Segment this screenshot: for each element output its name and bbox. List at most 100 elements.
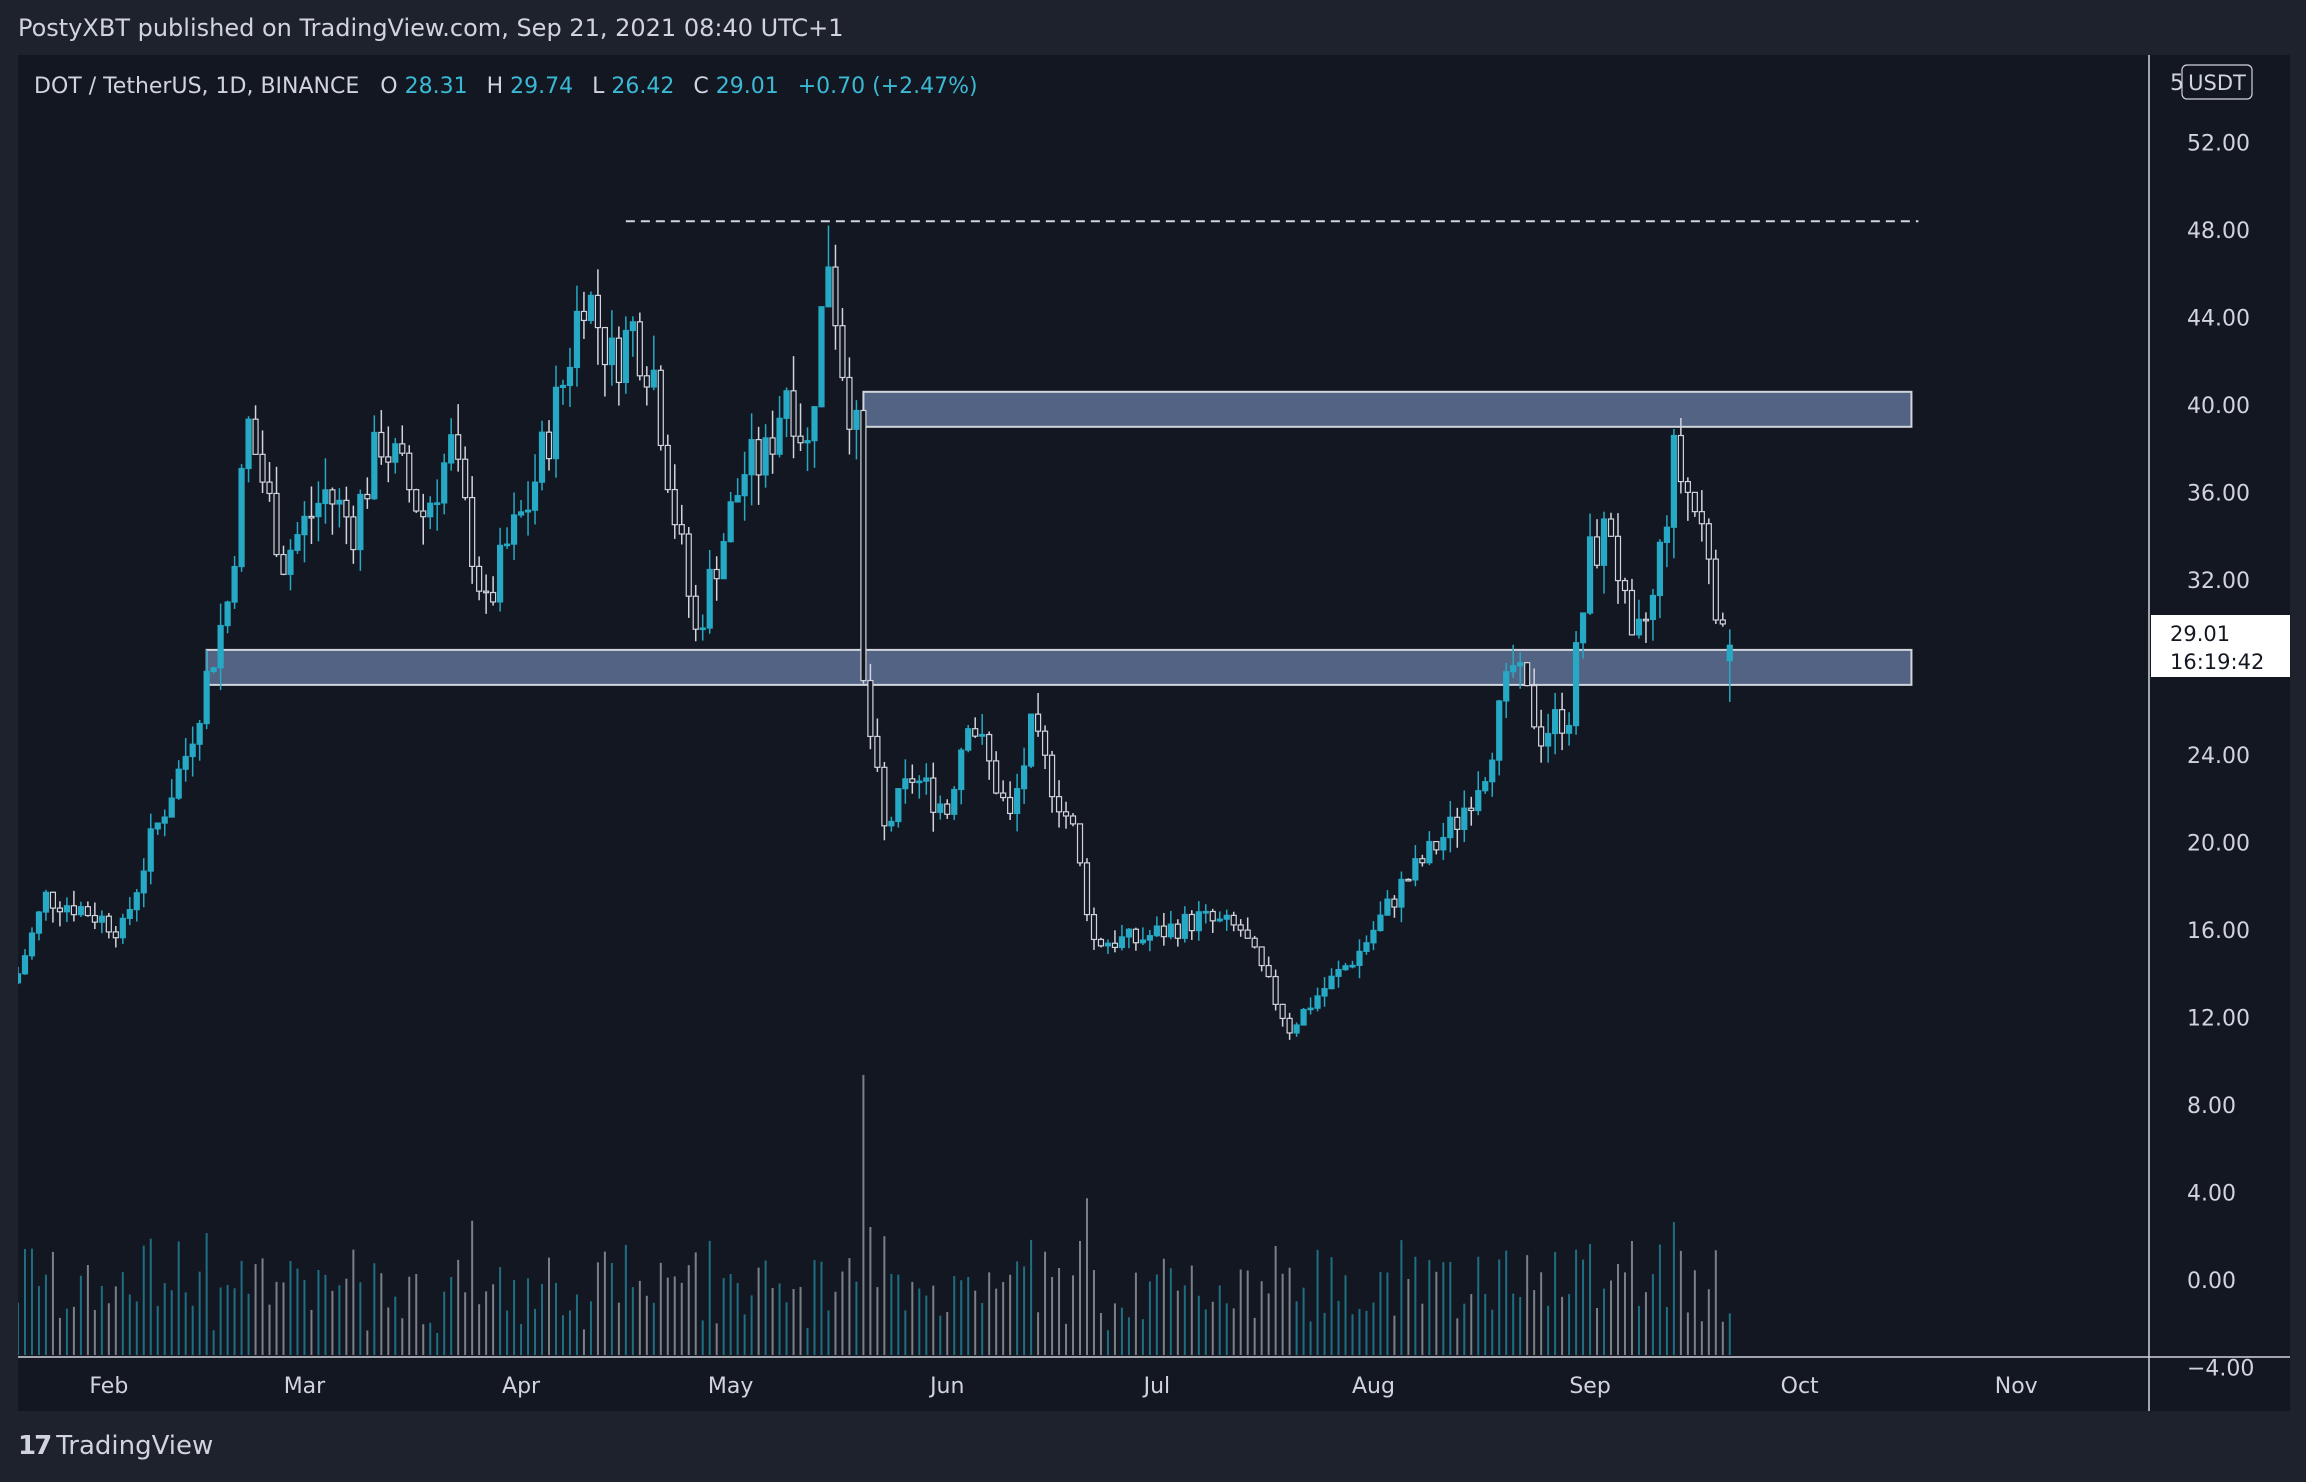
candle-body[interactable] (1405, 878, 1412, 882)
candle-body[interactable] (154, 822, 161, 830)
candle-body[interactable] (1684, 480, 1691, 493)
candle-body[interactable] (713, 568, 720, 580)
candle-body[interactable] (1069, 815, 1077, 825)
candle-body[interactable] (1265, 964, 1272, 978)
candle-body[interactable] (1426, 840, 1433, 864)
candle-body[interactable] (63, 905, 71, 913)
candle-body[interactable] (357, 493, 364, 551)
candle-body[interactable] (469, 497, 476, 568)
candle-body[interactable] (1670, 434, 1677, 528)
candle-body[interactable] (636, 321, 643, 377)
candle-body[interactable] (783, 390, 790, 419)
candle-body[interactable] (1363, 942, 1370, 952)
candle-body[interactable] (734, 495, 741, 503)
candle-body[interactable] (1237, 924, 1244, 931)
candle-body[interactable] (455, 434, 462, 460)
candle-body[interactable] (608, 337, 615, 366)
candle-body[interactable] (888, 820, 895, 827)
candle-body[interactable] (832, 266, 839, 327)
candle-body[interactable] (1062, 811, 1070, 817)
candle-body[interactable] (1419, 858, 1426, 864)
candle-body[interactable] (860, 409, 867, 682)
candle-body[interactable] (448, 434, 455, 464)
candle-body[interactable] (1104, 942, 1112, 947)
candle-body[interactable] (1712, 558, 1719, 621)
candle-body[interactable] (524, 509, 532, 513)
candle-body[interactable] (336, 499, 343, 505)
candle-body[interactable] (1090, 913, 1098, 941)
candle-body[interactable] (741, 474, 748, 497)
candle-body[interactable] (818, 306, 825, 408)
candle-body[interactable] (329, 489, 336, 505)
candle-body[interactable] (364, 493, 371, 500)
candle-body[interactable] (1160, 925, 1167, 938)
candle-body[interactable] (1300, 1008, 1307, 1026)
candle-body[interactable] (1209, 910, 1216, 922)
candle-body[interactable] (105, 915, 112, 933)
candle-body[interactable] (692, 595, 699, 630)
candle-body[interactable] (1328, 975, 1335, 990)
candle-body[interactable] (965, 728, 972, 751)
candle-body[interactable] (566, 366, 574, 387)
candle-body[interactable] (98, 915, 105, 923)
candle-body[interactable] (510, 514, 518, 545)
candle-body[interactable] (1719, 619, 1726, 625)
candle-body[interactable] (406, 452, 413, 491)
candle-body[interactable] (1475, 790, 1482, 812)
candle-body[interactable] (1118, 936, 1126, 949)
candle-body[interactable] (790, 390, 797, 437)
currency-button[interactable] (2181, 64, 2253, 100)
candle-body[interactable] (545, 431, 553, 460)
candle-body[interactable] (517, 511, 525, 516)
candle-body[interactable] (35, 911, 43, 934)
candle-body[interactable] (1572, 642, 1580, 727)
candle-body[interactable] (762, 437, 769, 476)
candle-body[interactable] (385, 456, 392, 463)
candle-body[interactable] (1174, 923, 1181, 939)
candle-body[interactable] (91, 914, 98, 923)
candle-body[interactable] (1600, 518, 1608, 566)
candle-body[interactable] (119, 917, 126, 939)
candle-body[interactable] (1272, 975, 1279, 1005)
candle-body[interactable] (1139, 939, 1146, 944)
candle-body[interactable] (315, 502, 322, 518)
candle-body[interactable] (909, 778, 916, 783)
candle-body[interactable] (1076, 823, 1084, 864)
candle-body[interactable] (1000, 792, 1007, 799)
candle-body[interactable] (1579, 612, 1587, 644)
resistance-zone[interactable] (862, 390, 1913, 428)
candle-body[interactable] (70, 905, 77, 916)
candle-body[interactable] (839, 325, 846, 379)
candle-body[interactable] (1586, 536, 1594, 614)
candle-body[interactable] (1649, 594, 1657, 621)
candle-body[interactable] (629, 321, 636, 332)
candle-body[interactable] (601, 326, 608, 366)
candle-body[interactable] (573, 310, 581, 369)
candle-body[interactable] (168, 797, 175, 818)
candle-body[interactable] (175, 768, 182, 799)
candle-body[interactable] (1014, 788, 1021, 815)
candle-body[interactable] (1125, 928, 1133, 938)
candle-body[interactable] (1349, 964, 1356, 968)
candle-body[interactable] (804, 440, 811, 444)
candle-body[interactable] (287, 549, 294, 575)
candle-body[interactable] (1454, 816, 1461, 830)
candle-body[interactable] (1335, 969, 1342, 977)
candle-body[interactable] (1223, 914, 1230, 920)
candle-body[interactable] (1503, 671, 1510, 702)
candle-body[interactable] (1433, 840, 1440, 851)
candle-body[interactable] (1461, 807, 1468, 830)
candle-body[interactable] (895, 788, 902, 823)
candle-body[interactable] (993, 760, 1000, 794)
candle-body[interactable] (1342, 965, 1349, 971)
candle-body[interactable] (441, 462, 448, 504)
candle-body[interactable] (350, 516, 357, 551)
candle-body[interactable] (14, 973, 22, 984)
candle-body[interactable] (958, 749, 965, 791)
candle-body[interactable] (1293, 1024, 1300, 1034)
candle-body[interactable] (1510, 665, 1517, 673)
candle-body[interactable] (112, 931, 119, 939)
candle-body[interactable] (224, 601, 231, 627)
candle-body[interactable] (1083, 862, 1091, 916)
candle-body[interactable] (1258, 946, 1265, 967)
